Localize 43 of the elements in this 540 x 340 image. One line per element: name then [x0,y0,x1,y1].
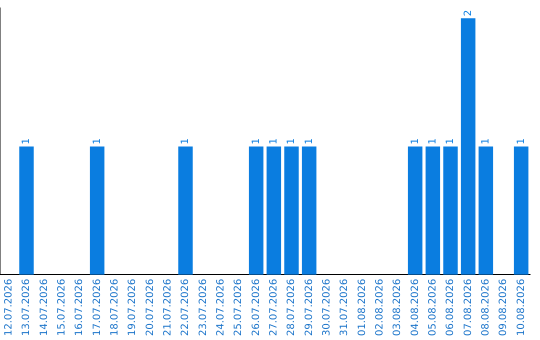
x-tick-label: 03.08.2026 [392,278,404,336]
x-tick-label: 07.08.2026 [462,278,474,336]
x-tick-label: 08.08.2026 [480,278,492,336]
x-tick-label: 25.07.2026 [233,278,244,336]
x-tick-label: 17.07.2026 [92,278,103,336]
x-tick-label: 31.07.2026 [339,278,350,336]
x-tick-label: 01.08.2026 [356,278,368,336]
x-tick-label: 12.07.2026 [3,278,14,336]
data-label: 1 [516,138,527,144]
x-tick-label: 13.07.2026 [21,278,32,336]
x-tick-label: 02.08.2026 [374,278,386,336]
x-tick-label: 19.07.2026 [127,278,138,336]
data-label: 1 [445,138,456,144]
x-tick-label: 20.07.2026 [144,278,156,336]
data-label: 1 [427,138,438,144]
data-label: 1 [268,138,280,144]
data-label: 1 [480,138,492,144]
x-tick-label: 06.08.2026 [445,278,456,336]
x-tick-label: 18.07.2026 [109,278,120,336]
data-label: 1 [286,138,298,144]
x-tick-label: 09.08.2026 [498,278,510,336]
x-tick-label: 14.07.2026 [38,278,50,336]
data-label: 1 [92,138,103,144]
x-tick-label: 30.07.2026 [321,278,332,336]
data-label: 1 [304,138,315,144]
data-label: 1 [410,138,421,144]
data-label: 1 [180,138,192,144]
data-label: 1 [21,138,32,144]
x-tick-label: 27.07.2026 [268,278,280,336]
x-tick-label: 04.08.2026 [410,278,421,336]
x-tick-label: 10.08.2026 [516,278,527,336]
x-tick-label: 05.08.2026 [427,278,438,336]
x-tick-label: 21.07.2026 [162,278,174,336]
x-tick-label: 24.07.2026 [215,278,226,336]
x-tick-label: 15.07.2026 [56,278,68,336]
data-label: 1 [250,138,262,144]
x-tick-label: 22.07.2026 [180,278,192,336]
x-tick-label: 16.07.2026 [74,278,86,336]
x-tick-label: 26.07.2026 [250,278,262,336]
x-tick-label: 29.07.2026 [304,278,315,336]
data-label: 2 [462,10,474,16]
x-tick-label: 23.07.2026 [198,278,209,336]
x-tick-label: 28.07.2026 [286,278,298,336]
